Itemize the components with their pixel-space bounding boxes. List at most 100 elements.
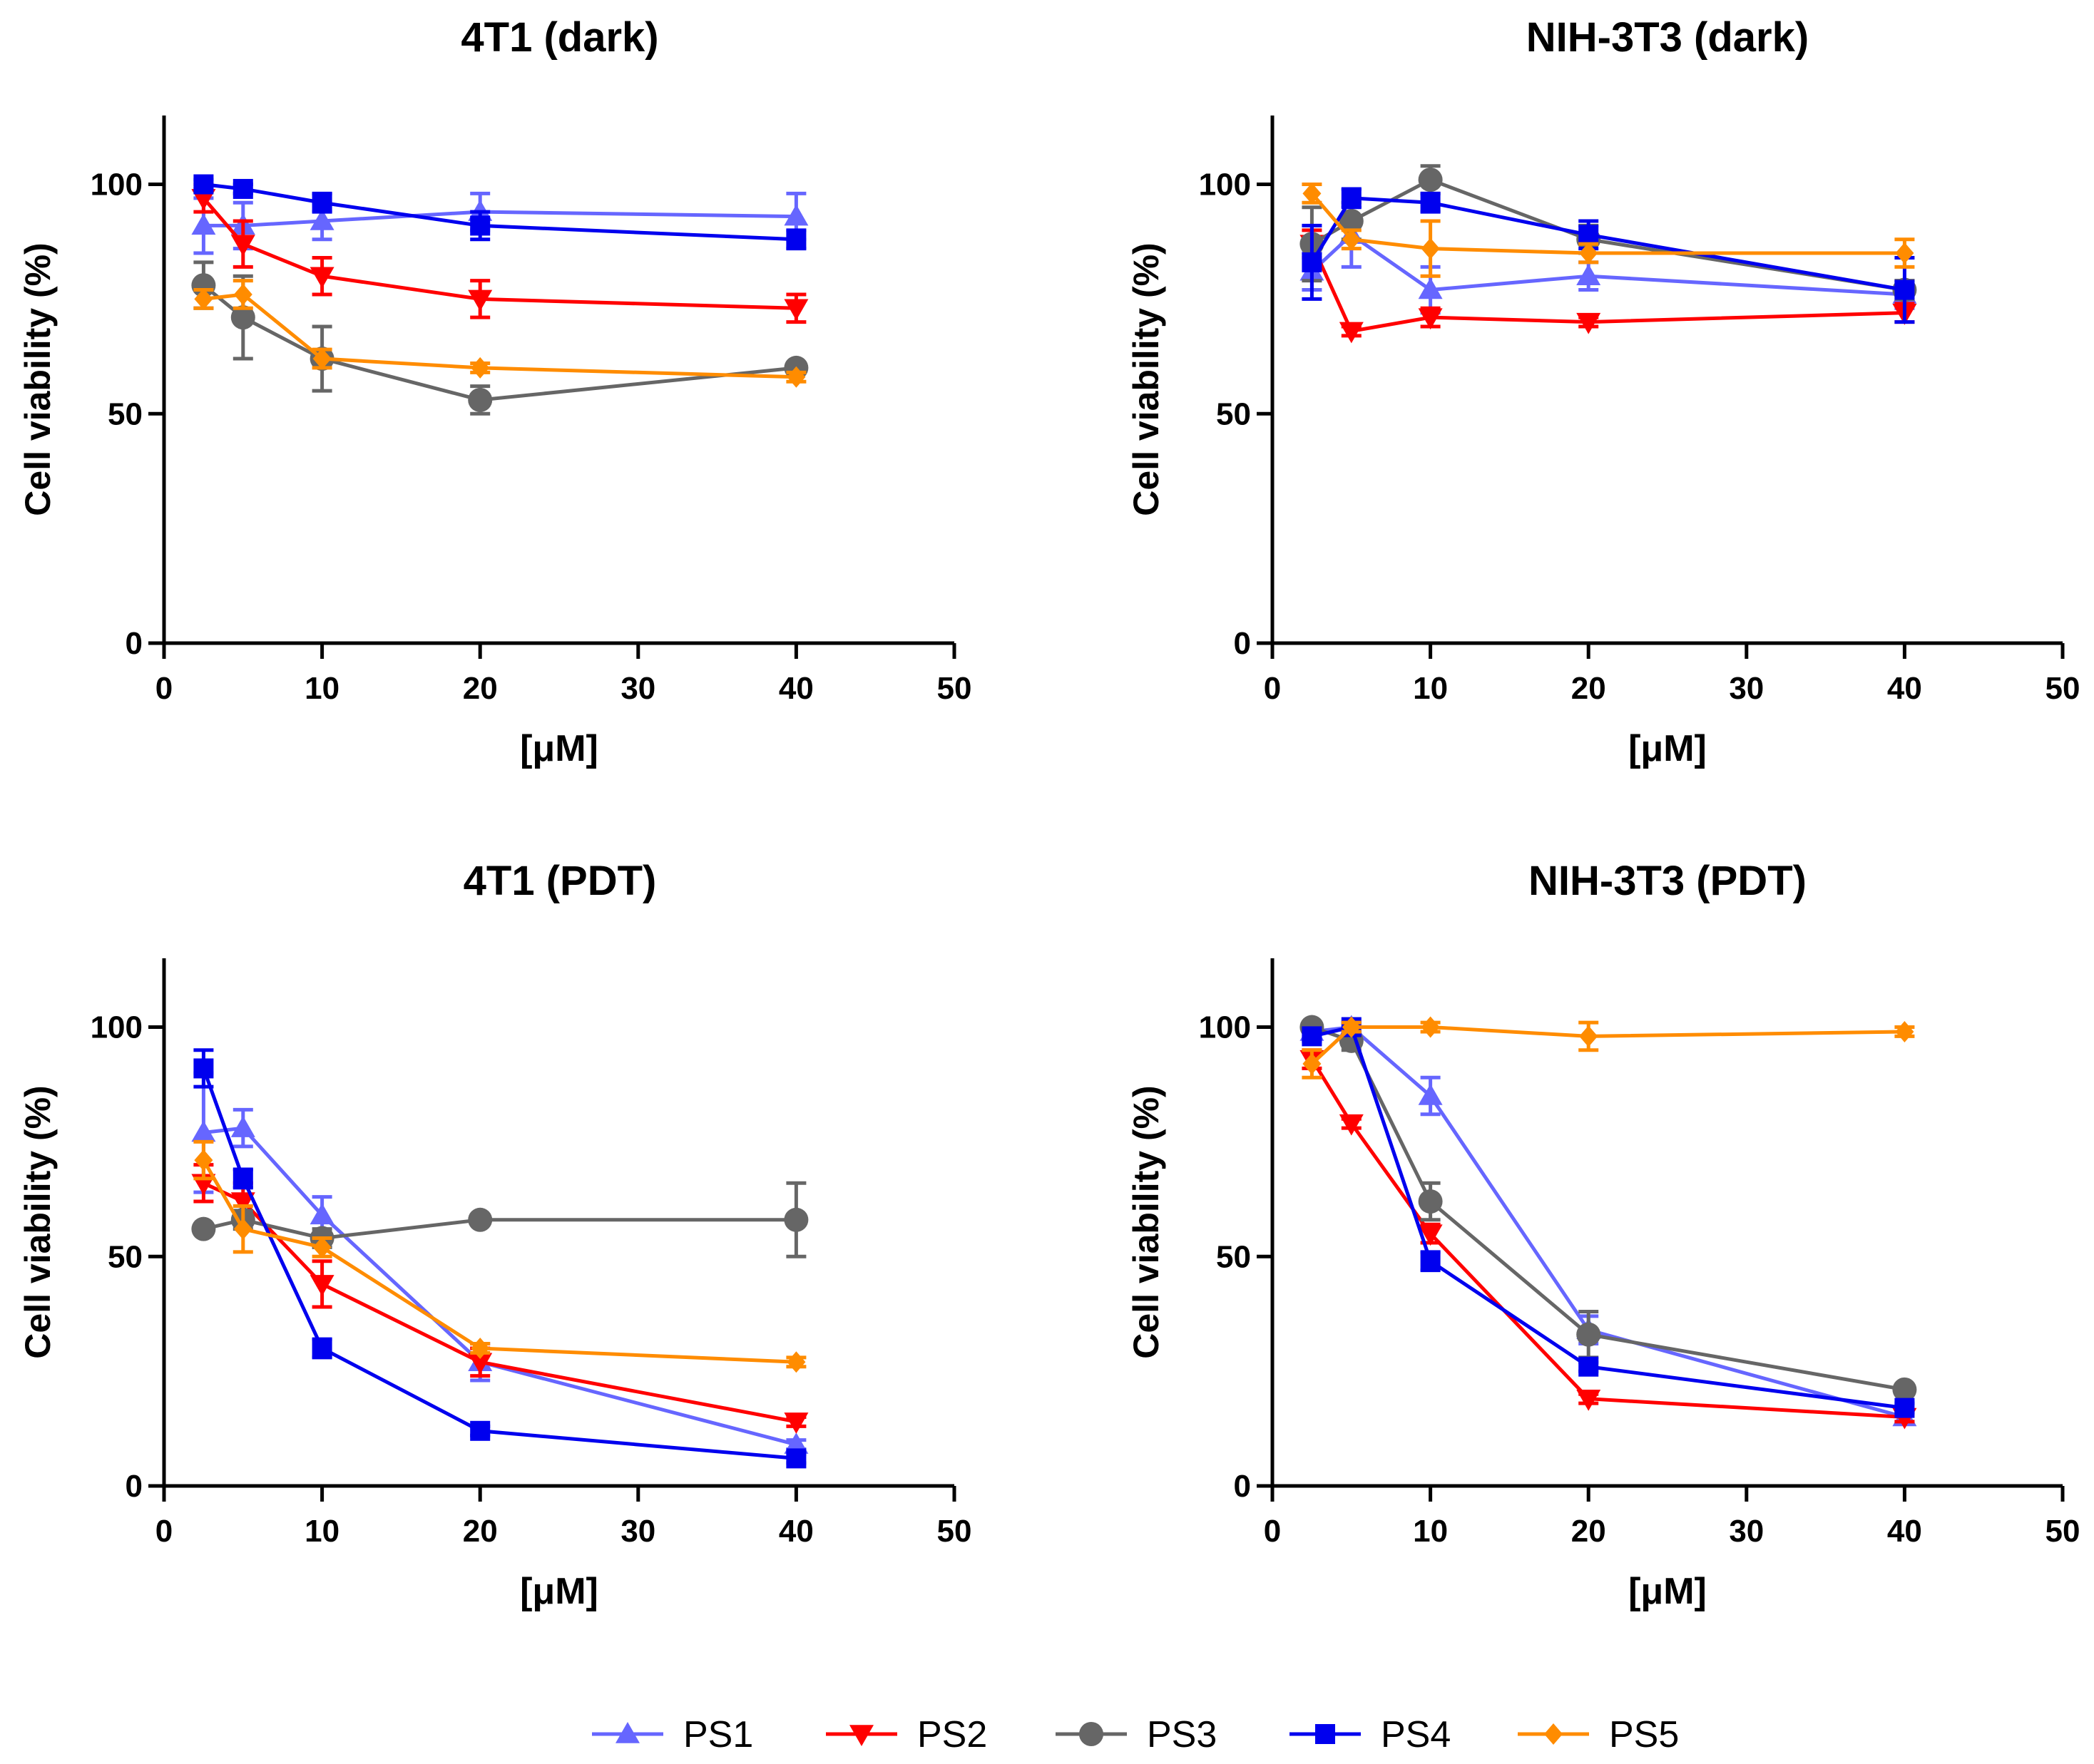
x-tick-label: 30 [620, 671, 655, 706]
data-point [191, 1120, 216, 1142]
series-ps3 [191, 260, 809, 416]
data-point [1578, 225, 1599, 245]
series-line [203, 210, 797, 227]
data-point [1421, 1016, 1440, 1038]
y-tick-label: 50 [108, 396, 143, 431]
data-point [194, 1149, 213, 1171]
data-point [1339, 1114, 1364, 1136]
legend-marker [849, 1725, 874, 1746]
data-point [310, 1275, 334, 1296]
y-tick-label: 0 [126, 1469, 143, 1504]
data-point [310, 267, 334, 289]
legend-label: PS3 [1147, 1714, 1217, 1755]
series-ps1 [1299, 200, 1917, 315]
x-tick-label: 0 [155, 671, 173, 706]
series-line [203, 1218, 797, 1241]
data-point [233, 1168, 253, 1189]
legend-marker [1544, 1723, 1563, 1745]
data-point [230, 235, 255, 257]
series-line [1310, 1025, 1905, 1065]
data-point [233, 1218, 252, 1240]
data-point [1342, 228, 1361, 250]
x-tick-label: 0 [155, 1514, 173, 1549]
legend-label: PS4 [1381, 1714, 1451, 1755]
x-tick-label: 30 [1729, 671, 1764, 706]
data-point [1895, 1020, 1914, 1042]
data-point [310, 209, 334, 230]
series-ps1 [191, 191, 809, 255]
series-line [202, 1159, 797, 1364]
x-tick-label: 50 [2046, 1514, 2080, 1549]
y-tick-label: 0 [126, 626, 143, 661]
x-axis-label: [μM] [1628, 1571, 1707, 1612]
x-axis-label: [μM] [1628, 728, 1707, 769]
data-point [1342, 1016, 1361, 1038]
x-tick-label: 40 [1887, 1514, 1922, 1549]
legend-item-ps3: PS3 [1056, 1714, 1217, 1755]
series-line [202, 1067, 797, 1460]
data-point [191, 213, 216, 235]
x-tick-label: 50 [2046, 671, 2080, 706]
x-tick-label: 40 [1887, 671, 1922, 706]
data-point [1418, 277, 1443, 299]
data-point [233, 178, 253, 199]
data-point [1576, 1322, 1601, 1347]
data-point [191, 1216, 216, 1241]
x-tick-label: 50 [937, 1514, 972, 1549]
legend-item-ps4: PS4 [1289, 1714, 1451, 1755]
legend-label: PS1 [683, 1714, 753, 1755]
y-tick-label: 100 [91, 1010, 143, 1045]
data-point [1418, 1189, 1443, 1214]
y-tick-label: 50 [108, 1239, 143, 1274]
legend-label: PS2 [917, 1714, 987, 1755]
data-point [1576, 1389, 1601, 1411]
data-point [1894, 280, 1915, 300]
series-line [1311, 1025, 1905, 1410]
data-point [784, 204, 809, 226]
series-ps3 [1299, 1015, 1917, 1402]
x-axis-label: [μM] [520, 728, 598, 769]
series-ps4 [193, 174, 807, 251]
series-ps2 [1299, 228, 1917, 344]
y-axis-label: Cell viability (%) [1126, 1085, 1166, 1358]
data-point [1302, 252, 1322, 272]
series-line [202, 284, 797, 402]
data-point [1341, 188, 1362, 208]
x-tick-label: 30 [1729, 1514, 1764, 1549]
x-tick-label: 20 [463, 1514, 498, 1549]
series-ps5 [1302, 183, 1915, 278]
data-point [470, 1420, 491, 1441]
x-tick-label: 20 [1571, 671, 1606, 706]
data-point [194, 288, 213, 310]
y-tick-label: 100 [1199, 1010, 1251, 1045]
series-ps4 [193, 1048, 807, 1469]
data-point [1576, 312, 1601, 334]
data-point [1418, 168, 1443, 193]
y-axis-label: Cell viability (%) [18, 242, 58, 516]
legend-label: PS5 [1609, 1714, 1679, 1755]
chart-title: 4T1 (dark) [461, 14, 658, 61]
data-point [468, 387, 493, 412]
data-point [784, 1412, 809, 1434]
chart-title: NIH-3T3 (dark) [1526, 14, 1809, 61]
x-tick-label: 40 [779, 671, 814, 706]
data-point [230, 1116, 255, 1137]
chart-panel-2: NIH-3T3 (dark) 0 50 100 0 10 20 30 40 50 [μM] Cell … [1126, 14, 2080, 769]
data-point [312, 348, 332, 370]
y-tick-label: 50 [1216, 1239, 1251, 1274]
series-ps2 [191, 1163, 809, 1434]
x-tick-label: 0 [1264, 1514, 1281, 1549]
legend-marker [1315, 1724, 1335, 1744]
legend-item-ps5: PS5 [1518, 1714, 1679, 1755]
x-tick-label: 10 [305, 671, 339, 706]
series-ps4 [1302, 187, 1915, 324]
data-point [230, 1192, 255, 1214]
legend-marker [616, 1722, 640, 1743]
data-point [1418, 308, 1443, 330]
data-point [1418, 1084, 1443, 1105]
y-tick-label: 100 [91, 168, 143, 202]
data-point [312, 193, 332, 213]
data-point [1894, 1398, 1915, 1418]
data-point [230, 305, 255, 330]
